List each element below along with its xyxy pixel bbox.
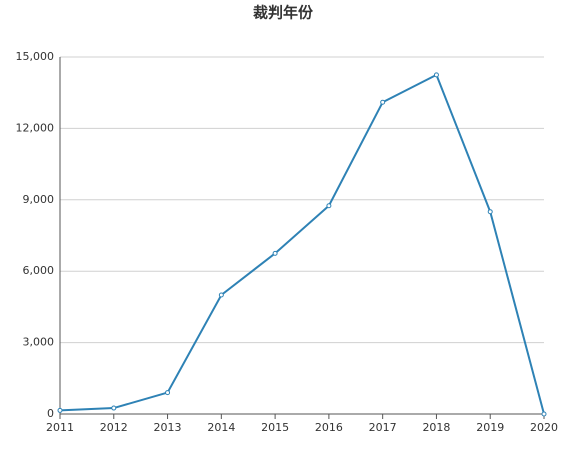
data-point bbox=[218, 292, 224, 298]
data-point bbox=[165, 390, 171, 396]
y-tick-label: 6,000 bbox=[23, 264, 55, 277]
data-point bbox=[57, 407, 63, 413]
data-point bbox=[272, 250, 278, 256]
x-tick-label: 2018 bbox=[422, 421, 450, 434]
x-tick-label: 2013 bbox=[154, 421, 182, 434]
x-tick-label: 2020 bbox=[530, 421, 558, 434]
x-tick-label: 2015 bbox=[261, 421, 289, 434]
data-line bbox=[59, 73, 545, 415]
x-tick-label: 2017 bbox=[369, 421, 397, 434]
x-tick-label: 2011 bbox=[46, 421, 74, 434]
y-tick-label: 12,000 bbox=[16, 121, 55, 134]
chart-title: 裁判年份 bbox=[253, 4, 314, 22]
x-tick-label: 2019 bbox=[476, 421, 504, 434]
data-point bbox=[111, 405, 117, 411]
data-point bbox=[380, 99, 386, 105]
y-tick-label: 15,000 bbox=[16, 50, 55, 63]
data-point bbox=[541, 411, 547, 417]
data-point bbox=[433, 72, 439, 78]
y-tick-label: 3,000 bbox=[23, 336, 55, 349]
data-point bbox=[326, 203, 332, 209]
y-tick-label: 0 bbox=[47, 407, 54, 420]
data-point bbox=[487, 209, 493, 215]
y-tick-label: 9,000 bbox=[23, 193, 55, 206]
x-tick-label: 2012 bbox=[100, 421, 128, 434]
x-tick-label: 2014 bbox=[207, 421, 235, 434]
x-tick-label: 2016 bbox=[315, 421, 343, 434]
